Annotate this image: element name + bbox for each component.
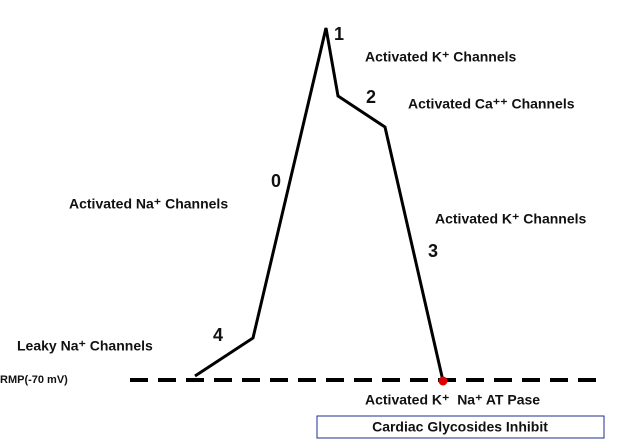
rmp-label: RMP(-70 mV) bbox=[0, 374, 68, 386]
action-potential-curve bbox=[194, 27, 445, 382]
inhibitor-box bbox=[316, 415, 605, 439]
phase-number: 4 bbox=[213, 325, 223, 345]
phase-number: 0 bbox=[271, 171, 281, 191]
pump-label: Activated K⁺ Na⁺ AT Pase bbox=[365, 392, 540, 408]
pump-point bbox=[438, 376, 448, 386]
phase-number: 3 bbox=[428, 241, 438, 261]
phase-number: 1 bbox=[334, 24, 344, 44]
phase-label: Activated K⁺ Channels bbox=[435, 211, 587, 227]
phase-label: Activated Na⁺ Channels bbox=[69, 196, 228, 212]
phase-label: Leaky Na⁺ Channels bbox=[17, 338, 153, 354]
phase-label: Activated Ca⁺⁺ Channels bbox=[408, 96, 575, 112]
phase-number: 2 bbox=[366, 87, 376, 107]
phase-label: Activated K⁺ Channels bbox=[365, 49, 517, 65]
inhibitor-label: Cardiac Glycosides Inhibit bbox=[372, 419, 548, 435]
